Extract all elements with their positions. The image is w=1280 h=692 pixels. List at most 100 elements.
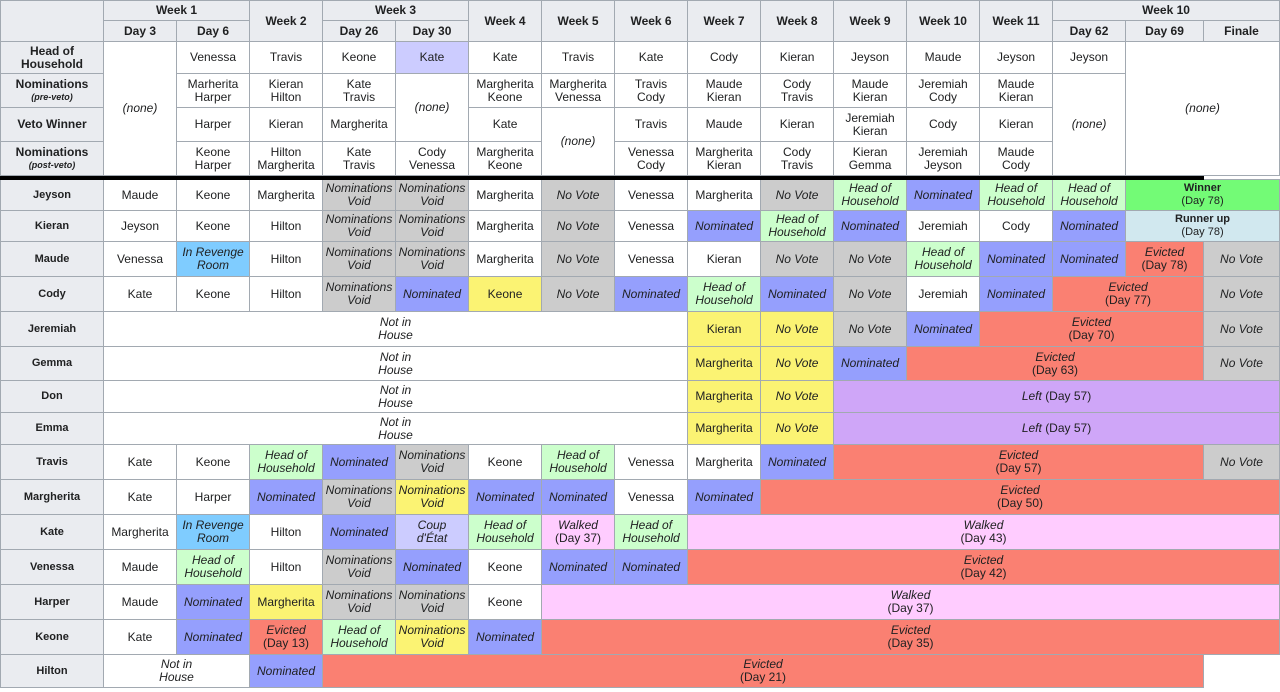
noms-post-cell: Kate Travis xyxy=(322,141,397,176)
noms-post-cell: Jeremiah Jeyson xyxy=(906,141,981,176)
veto-cell: Travis xyxy=(614,107,689,142)
void-cell: Nominations Void xyxy=(395,619,470,655)
noms-pre-cell: Cody Travis xyxy=(760,73,835,108)
hoh-status-cell: Head of Household xyxy=(249,444,324,480)
hg-name: Kate xyxy=(0,514,104,550)
evicted-cell: Evicted (Day 50) xyxy=(760,479,1280,515)
nominated-cell: Nominated xyxy=(249,479,324,515)
nominated-cell: Nominated xyxy=(833,346,908,381)
nominated-cell: Nominated xyxy=(468,619,543,655)
nominated-cell: Nominated xyxy=(1052,241,1127,277)
walked-cell: Walked (Day 37) xyxy=(541,514,616,550)
noms-post-cell: Maude Cody xyxy=(979,141,1054,176)
void-cell: Nominations Void xyxy=(322,584,397,620)
nominated-cell: Nominated xyxy=(979,241,1054,277)
noms-pre-cell: Maude Kieran xyxy=(687,73,762,108)
week4-header: Week 4 xyxy=(468,0,543,42)
none-week1-day3: (none) xyxy=(103,41,177,176)
hoh-cell: Kate xyxy=(468,41,543,74)
vote-cell: Margherita xyxy=(687,346,762,381)
vote-cell: Kieran xyxy=(687,241,762,277)
evicted-cell: Evicted (Day 70) xyxy=(979,311,1205,347)
veto-cell: Cody xyxy=(906,107,981,142)
vote-cell: Kate xyxy=(103,444,177,480)
nominated-cell: Nominated xyxy=(541,479,616,515)
vote-cell: Venessa xyxy=(614,241,689,277)
noms-pre-cell: Kieran Hilton xyxy=(249,73,324,108)
no-vote-cell: No Vote xyxy=(541,276,616,312)
hg-name: Hilton xyxy=(0,654,104,688)
not-in-house-cell: Not in House xyxy=(102,654,251,688)
runner-up-cell: Runner up (Day 78) xyxy=(1125,210,1280,242)
vote-cell: Kate xyxy=(103,479,177,515)
hoh-status-cell: Head of Household xyxy=(833,179,908,211)
vote-cell: Venessa xyxy=(614,444,689,480)
vote-cell: Keone xyxy=(468,276,543,312)
evicted-cell: Evicted (Day 35) xyxy=(541,619,1280,655)
hg-row-venessa: Venessa Maude Head of Household Hilton No… xyxy=(0,549,1280,585)
hoh-status-cell: Head of Household xyxy=(906,241,981,277)
void-cell: Nominations Void xyxy=(395,444,470,480)
noms-pre-cell: Marherita Harper xyxy=(175,73,251,108)
no-vote-cell: No Vote xyxy=(760,346,835,381)
evicted-cell: Evicted (Day 63) xyxy=(906,346,1205,381)
revenge-room-cell: In Revenge Room xyxy=(175,514,251,550)
veto-cell: Maude xyxy=(687,107,762,142)
header-row-weeks: Week 1 Week 2 Week 3 Week 4 Week 5 Week … xyxy=(0,0,1280,42)
noms-pre-cell: Travis Cody xyxy=(614,73,689,108)
hg-name: Jeyson xyxy=(0,179,104,211)
vote-cell: Keone xyxy=(468,584,543,620)
evicted-cell: Evicted (Day 42) xyxy=(687,549,1280,585)
hoh-cell: Jeyson xyxy=(833,41,908,74)
none-week5: (none) xyxy=(541,107,616,176)
vote-cell: Jeremiah xyxy=(906,210,981,242)
no-vote-cell: No Vote xyxy=(541,241,616,277)
nominated-cell: Nominated xyxy=(687,210,762,242)
week9-header: Week 9 xyxy=(833,0,908,42)
vote-cell: Hilton xyxy=(249,276,324,312)
hg-name: Emma xyxy=(0,412,104,445)
nominated-cell: Nominated xyxy=(395,549,470,585)
week8-header: Week 8 xyxy=(760,0,835,42)
void-cell: Nominations Void xyxy=(322,241,397,277)
week7-header: Week 7 xyxy=(687,0,762,42)
noms-post-cell: Kieran Gemma xyxy=(833,141,908,176)
week5-header: Week 5 xyxy=(541,0,616,42)
vote-cell: Maude xyxy=(103,584,177,620)
hg-row-keone: Keone Kate Nominated Evicted (Day 13) Hea… xyxy=(0,619,1280,655)
hoh-cell: Kieran xyxy=(760,41,835,74)
hg-row-travis: Travis Kate Keone Head of Household Nomin… xyxy=(0,444,1280,480)
vote-cell: Hilton xyxy=(249,549,324,585)
nominated-cell: Nominated xyxy=(1052,210,1127,242)
veto-cell: Harper xyxy=(175,107,251,142)
hg-row-hilton: Hilton Not in House Nominated Evicted (Day… xyxy=(0,654,1280,688)
hg-name: Kieran xyxy=(0,210,104,242)
vote-cell: Kieran xyxy=(687,311,762,347)
day62-header: Day 62 xyxy=(1052,20,1127,42)
hg-name: Jeremiah xyxy=(0,311,104,347)
revenge-room-cell: In Revenge Room xyxy=(175,241,251,277)
veto-cell: Kieran xyxy=(979,107,1054,142)
void-cell: Nominations Void xyxy=(322,479,397,515)
hg-row-emma: Emma Not in House Margherita No Vote Left… xyxy=(0,412,1280,445)
veto-cell: Kieran xyxy=(249,107,324,142)
veto-cell: Kieran xyxy=(760,107,835,142)
hoh-cell: Cody xyxy=(687,41,762,74)
no-vote-cell: No Vote xyxy=(1203,311,1280,347)
winner-cell: Winner (Day 78) xyxy=(1125,179,1280,211)
vote-cell: Jeremiah xyxy=(906,276,981,312)
hg-row-maude: Maude Venessa In Revenge Room Hilton Nomi… xyxy=(0,241,1280,277)
vote-cell: Hilton xyxy=(249,241,324,277)
void-cell: Nominations Void xyxy=(395,584,470,620)
veto-row: Veto Winner Harper Kieran Margherita Kat… xyxy=(0,107,1280,176)
vote-cell: Margherita xyxy=(103,514,177,550)
vote-cell: Keone xyxy=(468,444,543,480)
hoh-cell: Jeyson xyxy=(979,41,1054,74)
vote-cell: Margherita xyxy=(687,179,762,211)
noms-pre-cell: Kate Travis xyxy=(322,73,397,108)
vote-cell: Cody xyxy=(979,210,1054,242)
vote-cell: Margherita xyxy=(249,584,324,620)
noms-pre-row: Nominations (pre-veto) Marherita Harper Ki… xyxy=(0,73,1280,176)
noms-post-cell: Cody Venessa xyxy=(395,141,470,176)
